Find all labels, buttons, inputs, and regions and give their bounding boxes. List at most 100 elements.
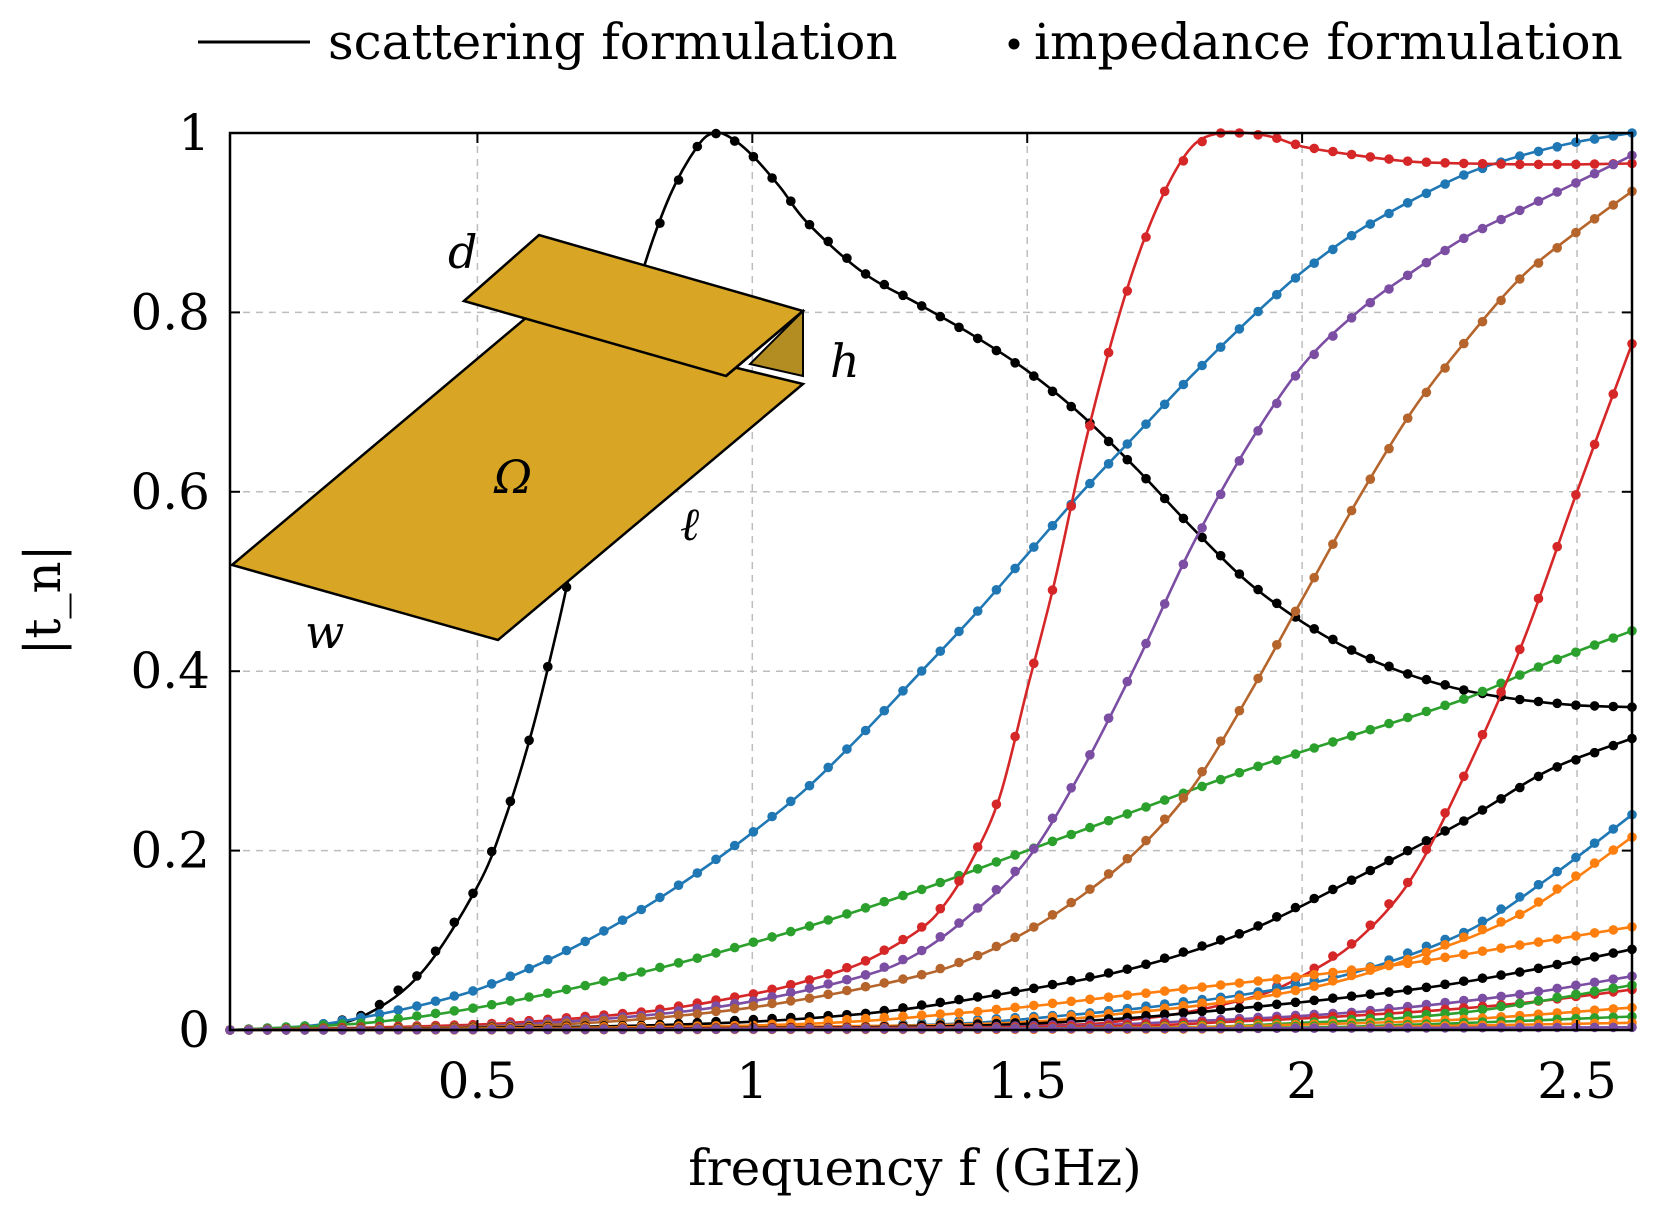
series-point bbox=[1571, 989, 1581, 1000]
series-point bbox=[1328, 244, 1338, 255]
series-point bbox=[767, 998, 777, 1009]
series-point bbox=[1178, 559, 1189, 570]
series-point bbox=[1552, 654, 1562, 665]
series-point bbox=[1384, 208, 1394, 219]
series-point bbox=[1589, 986, 1600, 996]
series-point bbox=[1066, 501, 1076, 512]
series-point bbox=[1589, 838, 1600, 848]
series-point bbox=[1384, 443, 1394, 454]
series-point bbox=[1029, 922, 1039, 932]
series-point bbox=[692, 141, 703, 152]
series-point bbox=[1552, 142, 1562, 152]
series-point bbox=[1253, 921, 1263, 931]
series-point bbox=[1215, 550, 1226, 561]
series-point bbox=[860, 903, 871, 913]
series-point bbox=[1459, 170, 1469, 180]
series-point bbox=[1309, 258, 1319, 269]
series-point bbox=[711, 854, 721, 865]
x-tick-label: 2 bbox=[1286, 1052, 1318, 1110]
series-point bbox=[898, 954, 908, 965]
series-point bbox=[1346, 965, 1357, 975]
series-point bbox=[1066, 401, 1076, 412]
series-point bbox=[1477, 993, 1488, 1004]
series-point bbox=[1253, 673, 1263, 684]
series-point bbox=[1085, 421, 1095, 431]
series-point bbox=[1533, 159, 1544, 170]
series-point bbox=[1253, 130, 1263, 140]
plot-frame bbox=[228, 131, 1634, 1032]
series-point bbox=[1459, 976, 1469, 986]
series-point bbox=[1365, 1023, 1376, 1033]
series-point bbox=[1477, 158, 1488, 169]
series-point bbox=[1047, 1023, 1058, 1034]
series-line bbox=[229, 154, 1633, 1032]
series-point bbox=[1309, 349, 1319, 360]
series-point bbox=[1103, 1023, 1114, 1034]
series-point bbox=[430, 996, 441, 1006]
series-point bbox=[972, 950, 983, 961]
series-point bbox=[1459, 949, 1469, 960]
series-point bbox=[1477, 316, 1488, 327]
series-point bbox=[1608, 159, 1619, 170]
series-point bbox=[1440, 158, 1450, 168]
series-point bbox=[1159, 1009, 1170, 1020]
series-point bbox=[1515, 644, 1525, 655]
series-point bbox=[1440, 997, 1450, 1008]
series-point bbox=[1047, 979, 1058, 990]
series-point bbox=[1459, 816, 1469, 826]
series-point bbox=[954, 957, 964, 968]
series-point bbox=[1384, 154, 1394, 164]
series-point bbox=[1010, 850, 1020, 860]
series-point bbox=[823, 979, 833, 989]
series-point bbox=[916, 1000, 927, 1010]
legend: scattering formulation impedance formula… bbox=[198, 13, 1623, 71]
series-point bbox=[1309, 893, 1319, 904]
series-point bbox=[580, 936, 590, 947]
series-point bbox=[1272, 398, 1282, 409]
series-point bbox=[1066, 829, 1076, 840]
series-point bbox=[1085, 994, 1095, 1005]
series-point bbox=[804, 983, 815, 993]
series-point bbox=[1029, 542, 1039, 552]
series-point bbox=[1010, 731, 1020, 742]
series-point bbox=[954, 994, 964, 1005]
series-point bbox=[1290, 273, 1301, 283]
series-point bbox=[972, 1023, 983, 1034]
series-point bbox=[935, 646, 946, 656]
series-point bbox=[1309, 1023, 1319, 1033]
series-point bbox=[916, 301, 927, 311]
series-point bbox=[1197, 766, 1207, 777]
series-point bbox=[916, 969, 927, 980]
series-point bbox=[1346, 991, 1357, 1001]
series-point bbox=[916, 666, 927, 676]
series-point bbox=[879, 705, 890, 716]
series-point bbox=[1589, 640, 1600, 650]
series-point bbox=[1496, 794, 1506, 804]
series-point bbox=[1253, 1023, 1263, 1034]
series-point bbox=[1197, 1023, 1207, 1034]
series-point bbox=[804, 921, 815, 931]
series-point bbox=[1608, 974, 1619, 984]
series-point bbox=[1085, 478, 1095, 489]
series-point bbox=[1010, 1002, 1020, 1013]
series-point bbox=[1328, 884, 1338, 895]
series-point bbox=[1496, 991, 1506, 1002]
series-point bbox=[1066, 783, 1076, 793]
series-point bbox=[729, 992, 740, 1002]
series-layer bbox=[225, 128, 1637, 1035]
series-point bbox=[1496, 687, 1506, 697]
series-point bbox=[1608, 1004, 1619, 1014]
series-point bbox=[786, 796, 796, 807]
series-point bbox=[1178, 156, 1189, 166]
series-point bbox=[1533, 593, 1544, 604]
series-point bbox=[1402, 985, 1413, 995]
series-point bbox=[1047, 520, 1058, 531]
series-point bbox=[505, 971, 516, 981]
series-point bbox=[1515, 151, 1525, 161]
series-point bbox=[1365, 963, 1376, 973]
series-point bbox=[543, 954, 553, 965]
series-point bbox=[1402, 845, 1413, 856]
series-point bbox=[673, 1010, 684, 1020]
series-point bbox=[1234, 1003, 1245, 1013]
series-point bbox=[1047, 386, 1058, 397]
